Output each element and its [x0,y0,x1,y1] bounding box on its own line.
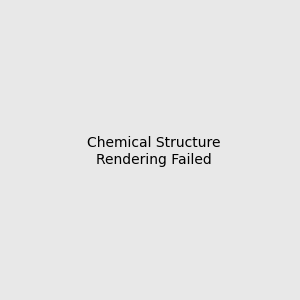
Text: Chemical Structure
Rendering Failed: Chemical Structure Rendering Failed [87,136,220,166]
